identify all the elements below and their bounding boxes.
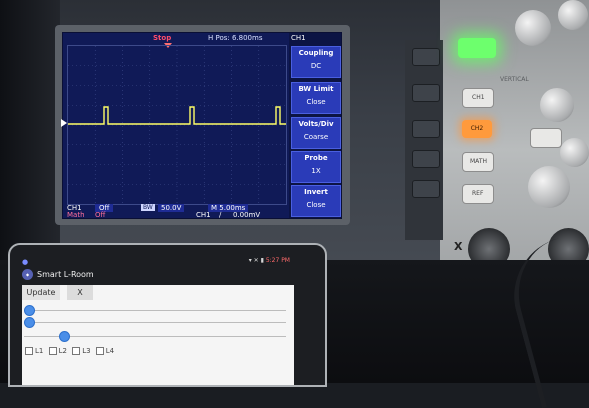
app-title: Smart L-Room [37, 270, 94, 279]
menu-button-5[interactable] [412, 180, 440, 198]
signal-icon: ▾ ✕ ▮ [248, 257, 266, 264]
menu-invert[interactable]: Invert Close [291, 185, 341, 217]
panel-button-right[interactable] [530, 128, 562, 148]
status-indicators: ▾ ✕ ▮ 5:27 PM [249, 257, 290, 264]
math-state: Off [95, 211, 106, 219]
slider-1-thumb[interactable] [24, 305, 35, 316]
menu-probe-title: Probe [304, 154, 328, 162]
checkbox-l1-label: L1 [35, 347, 44, 355]
app-content: Update X L1 L2 L3 L4 [22, 285, 294, 385]
menu-volts-div-title: Volts/Div [298, 120, 334, 128]
menu-button-2[interactable] [412, 84, 440, 102]
ref-button[interactable]: REF [462, 184, 494, 204]
time-per-div: M 5.00ms [208, 204, 249, 212]
checkbox-l2-box[interactable] [48, 347, 57, 355]
menu-bw-limit[interactable]: BW Limit Close [291, 82, 341, 114]
ch1-button[interactable]: CH1 [462, 88, 494, 108]
checkbox-l2[interactable]: L2 [48, 347, 67, 355]
x-input-label: X [454, 240, 463, 253]
checkbox-l1-box[interactable] [25, 347, 33, 355]
checkbox-l4-box[interactable] [95, 347, 104, 355]
ch1-position-knob[interactable] [540, 88, 574, 122]
checkbox-l3-label: L3 [82, 347, 91, 355]
notification-icon: ● [22, 258, 29, 266]
channel-menu: CH1 Coupling DC BW Limit Close Volts/Div… [289, 33, 341, 218]
trigger-level: 0.00mV [233, 211, 261, 219]
waveform-grid [67, 45, 287, 205]
horizontal-knob[interactable] [558, 0, 588, 30]
ch2-scale-knob[interactable] [528, 166, 570, 208]
trigger-edge-icon: ∕ [219, 211, 222, 219]
ch2-button[interactable]: CH2 [462, 120, 492, 138]
menu-button-1[interactable] [412, 48, 440, 66]
menu-probe-value: 1X [311, 167, 321, 175]
multipurpose-knob[interactable] [515, 10, 551, 46]
math-label: Math [67, 211, 85, 219]
run-stop-button[interactable] [458, 38, 496, 58]
waveform-trace [68, 106, 286, 125]
menu-bw-limit-title: BW Limit [298, 85, 334, 93]
vertical-section-label: VERTICAL [500, 76, 529, 83]
menu-volts-div[interactable]: Volts/Div Coarse [291, 117, 341, 149]
menu-channel-title: CH1 [291, 34, 306, 42]
slider-2-thumb[interactable] [24, 317, 35, 328]
bandwidth-badge: BW [141, 204, 155, 211]
menu-volts-div-value: Coarse [303, 133, 329, 141]
ch2-position-knob[interactable] [560, 138, 589, 167]
slider-1-track[interactable] [24, 310, 286, 311]
volts-per-div: 50.0V [158, 204, 185, 212]
menu-side-buttons [405, 40, 443, 240]
checkbox-l3-box[interactable] [72, 347, 81, 355]
smartphone: ● ▾ ✕ ▮ 5:27 PM ◆ Smart L-Room Update X … [8, 243, 327, 387]
horizontal-position: H Pos: 6.800ms [208, 34, 263, 42]
acquisition-status: Stop [153, 34, 172, 42]
checkbox-l4[interactable]: L4 [95, 347, 115, 355]
math-button-label: MATH [470, 158, 487, 165]
update-tab[interactable]: Update [22, 285, 60, 300]
menu-coupling[interactable]: Coupling DC [291, 46, 341, 78]
slider-3-track[interactable] [24, 336, 286, 337]
math-button[interactable]: MATH [462, 152, 494, 172]
status-bar: ● ▾ ✕ ▮ 5:27 PM [22, 257, 292, 267]
menu-button-3[interactable] [412, 120, 440, 138]
checkbox-l3[interactable]: L3 [72, 347, 91, 355]
ch1-button-label: CH1 [472, 94, 485, 101]
menu-coupling-value: DC [310, 62, 322, 70]
screen-top-bar: Stop H Pos: 6.800ms [63, 33, 289, 44]
menu-invert-title: Invert [304, 188, 328, 196]
trigger-channel: CH1 [196, 211, 211, 219]
checkbox-l4-label: L4 [105, 347, 115, 355]
screen-bottom-bar: CH1 Off BW 50.0V M 5.00ms Math Off CH1 ∕… [63, 204, 289, 219]
status-time: 5:27 PM [265, 257, 290, 264]
waveform-plot [68, 46, 286, 204]
channel-level-marker [61, 119, 67, 127]
oscilloscope-screen: Stop H Pos: 6.800ms [61, 32, 342, 219]
menu-probe[interactable]: Probe 1X [291, 151, 341, 183]
checkbox-l2-label: L2 [58, 347, 67, 355]
app-title-bar: ◆ Smart L-Room [22, 269, 292, 283]
x-tab[interactable]: X [67, 285, 93, 300]
menu-invert-value: Close [306, 201, 326, 209]
menu-coupling-title: Coupling [298, 49, 334, 57]
slider-3-thumb[interactable] [59, 331, 70, 342]
bottom-channel: CH1 [67, 204, 82, 212]
bottom-channel-state: Off [95, 204, 114, 212]
light-checkboxes: L1 L2 L3 L4 [25, 347, 285, 359]
menu-button-4[interactable] [412, 150, 440, 168]
app-icon: ◆ [22, 269, 33, 280]
checkbox-l1[interactable]: L1 [25, 347, 43, 355]
slider-2-track[interactable] [24, 322, 286, 323]
ref-button-label: REF [472, 190, 484, 197]
menu-bw-limit-value: Close [306, 98, 326, 106]
